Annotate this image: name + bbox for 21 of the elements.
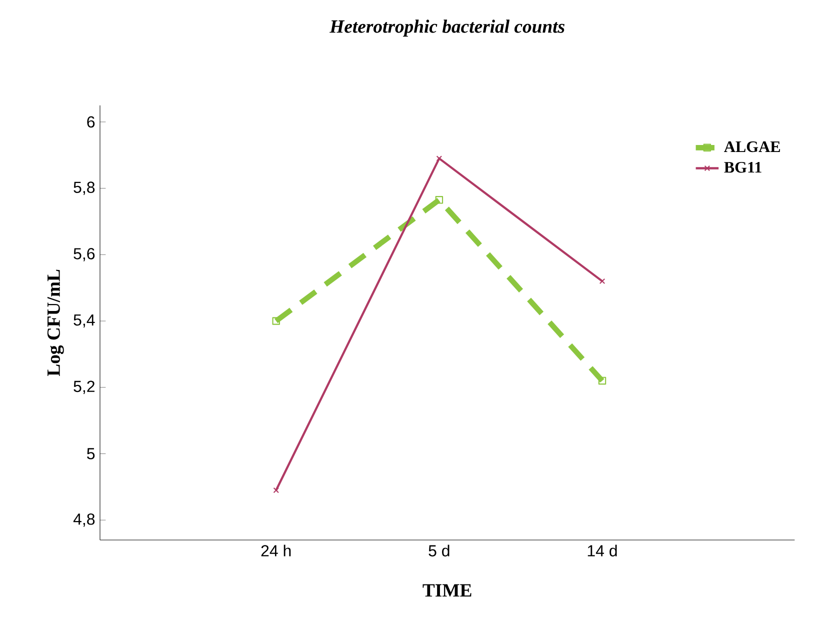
y-tick-label: 6 bbox=[87, 116, 95, 128]
y-tick-label: 5,8 bbox=[74, 182, 95, 195]
x-tick-label: 14 d bbox=[588, 544, 617, 556]
chart-title: Heterotrophic bacterial counts bbox=[329, 20, 564, 37]
y-tick-label: 5 bbox=[87, 448, 95, 460]
point bbox=[436, 156, 442, 162]
y-tick-label: 5,2 bbox=[74, 380, 94, 394]
x-tick-label: 24 h bbox=[261, 544, 291, 556]
y-axis-title: Log CFU/mL bbox=[47, 270, 64, 376]
point bbox=[599, 278, 606, 284]
legend-label: BG11 bbox=[724, 162, 762, 173]
x-axis-title: TIME bbox=[422, 584, 472, 597]
y-tick-label: 4,8 bbox=[73, 513, 95, 527]
point bbox=[273, 487, 280, 494]
point bbox=[272, 317, 280, 325]
legend-label: ALGAE bbox=[724, 141, 780, 152]
y-tick-label: 5,4 bbox=[74, 314, 95, 328]
x-tick-label: 5 d bbox=[428, 544, 450, 556]
y-tick-label: 5,6 bbox=[74, 248, 95, 262]
point bbox=[435, 196, 444, 204]
point bbox=[598, 376, 606, 385]
